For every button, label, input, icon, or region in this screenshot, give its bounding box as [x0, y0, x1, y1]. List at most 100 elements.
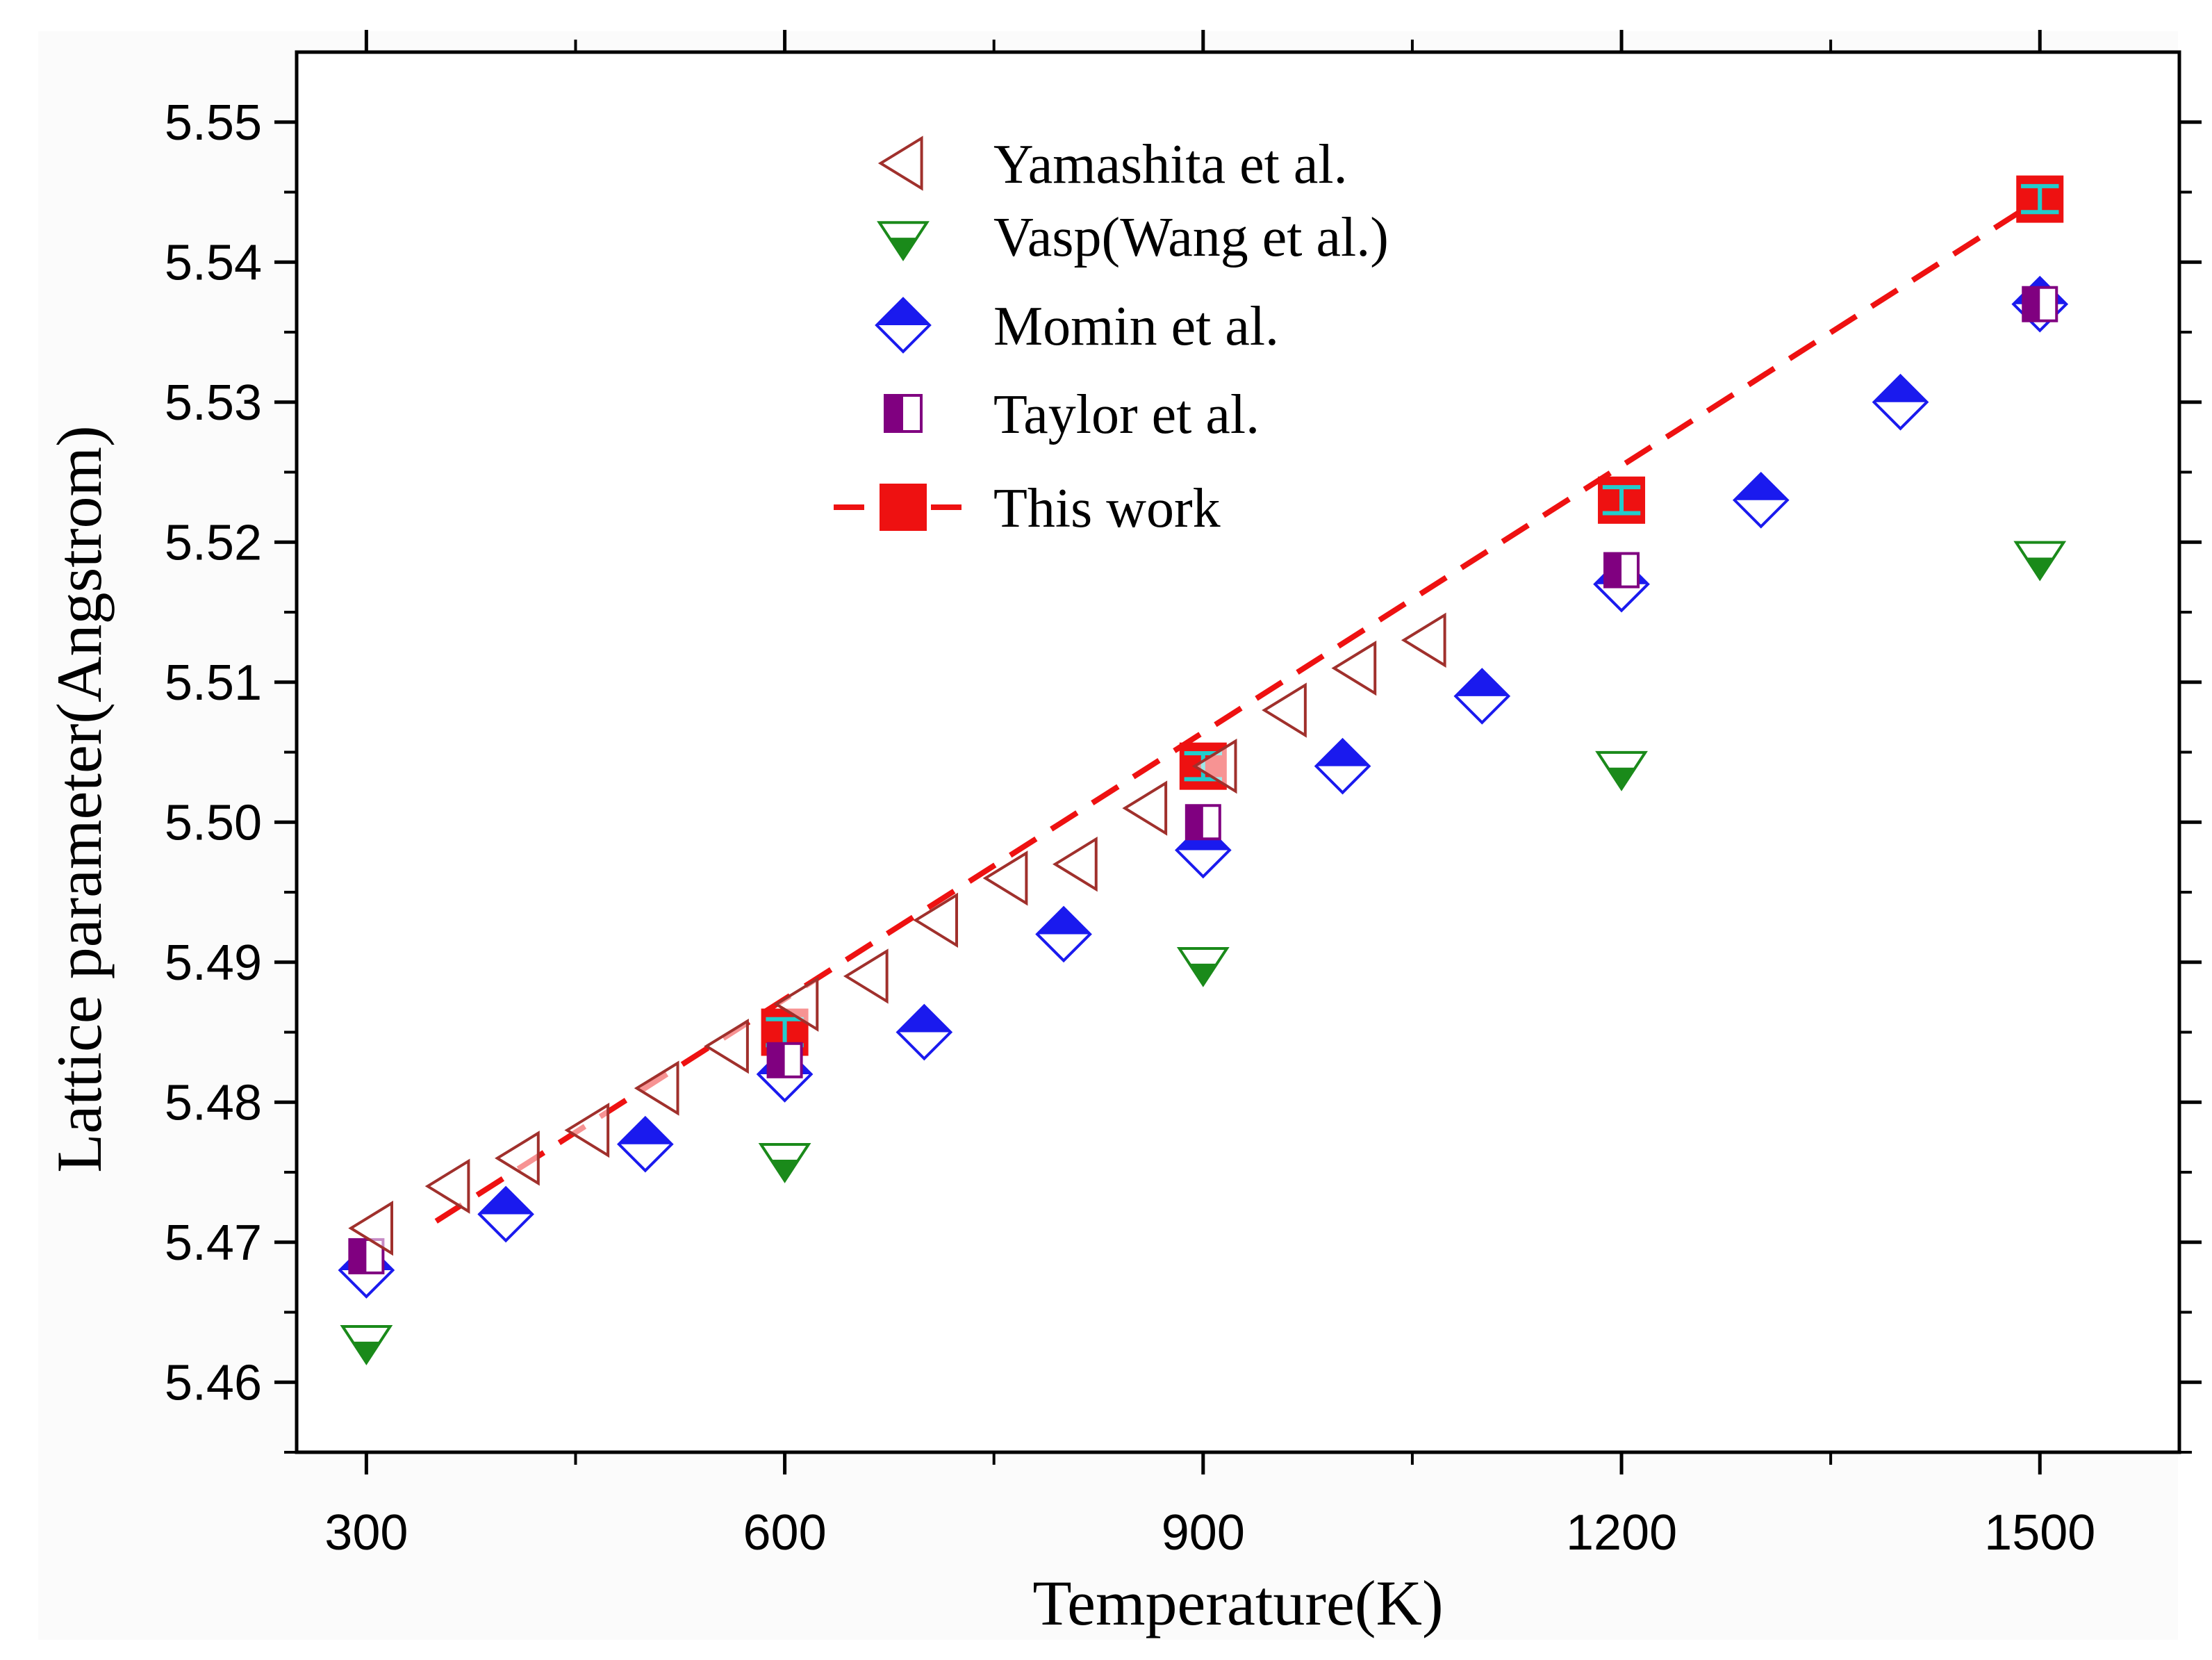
y-axis-title: Lattice parameter(Angstrom) — [44, 425, 115, 1172]
point-momin-400-outline — [477, 1185, 534, 1243]
legend-marker-taylor — [884, 394, 923, 433]
point-taylor-900 — [1185, 804, 1221, 841]
legend-marker-this-work — [880, 484, 927, 531]
point-taylor-1500-fill — [2023, 287, 2040, 321]
point-momin-1100 — [1453, 668, 1511, 725]
legend-marker-this-work-fill — [880, 484, 927, 531]
legend-marker-vasp-outline — [877, 221, 930, 262]
point-momin-1400-fill — [1874, 375, 1927, 402]
point-yamashita-760 — [982, 850, 1028, 906]
point-momin-1000 — [1314, 737, 1371, 795]
point-taylor-600-outline — [766, 1042, 803, 1078]
point-momin-500-fill — [618, 1117, 672, 1144]
y-tick-label: 5.50 — [165, 795, 262, 850]
point-momin-500 — [617, 1115, 674, 1173]
point-vasp-300-fill — [352, 1341, 381, 1363]
x-tick-label: 1500 — [1984, 1505, 2095, 1561]
point-vasp-1200-outline — [1595, 750, 1648, 791]
axes-group: 300 600 900 1200 1500 5.46 5.47 5.48 5.49 5.50 5.5… — [165, 30, 2202, 1561]
point-vasp-300-outline — [340, 1325, 393, 1365]
point-yamashita-410 — [495, 1131, 540, 1186]
point-momin-400 — [477, 1185, 534, 1243]
point-vasp-600-fill — [770, 1159, 799, 1181]
legend-marker-momin-fill — [877, 299, 930, 325]
point-taylor-1200-fill — [1605, 553, 1622, 587]
point-momin-1000-fill — [1316, 739, 1369, 766]
point-momin-800-outline — [1035, 905, 1092, 963]
point-vasp-1500 — [2013, 541, 2067, 582]
plot-area — [297, 52, 2179, 1452]
point-vasp-600 — [758, 1143, 811, 1183]
y-tick-label: 5.47 — [165, 1215, 262, 1271]
data-points-group — [338, 175, 2069, 1365]
y-tick-label: 5.54 — [165, 235, 262, 290]
point-momin-700 — [895, 1003, 953, 1061]
point-yamashita-1010 — [1331, 640, 1377, 696]
point-momin-1400-outline — [1872, 373, 1929, 431]
point-taylor-300-outline — [348, 1238, 385, 1274]
point-vasp-600-outline — [758, 1143, 811, 1183]
point-momin-1300 — [1732, 471, 1790, 529]
point-yamashita-510 — [634, 1060, 679, 1116]
point-vasp-900-outline — [1176, 946, 1230, 987]
y-tick-label: 5.51 — [165, 655, 262, 711]
y-tick-label: 5.48 — [165, 1075, 262, 1131]
legend-marker-vasp — [877, 221, 930, 262]
legend-label: Yamashita et al. — [993, 134, 1348, 195]
fit-line-group — [434, 197, 2042, 1224]
y-tick-label: 5.52 — [165, 515, 262, 570]
x-tick-label: 300 — [324, 1505, 408, 1561]
point-vasp-1200 — [1595, 750, 1648, 791]
legend-label: This work — [993, 478, 1221, 539]
y-tick-label: 5.53 — [165, 375, 262, 431]
y-tick-label: 5.55 — [165, 95, 262, 151]
point-yamashita-460 — [564, 1102, 610, 1158]
point-yamashita-710 — [913, 892, 959, 948]
point-momin-700-outline — [895, 1003, 953, 1061]
legend-marker-taylor-outline — [884, 394, 923, 433]
point-yamashita-960 — [1262, 682, 1307, 738]
point-taylor-1200 — [1603, 552, 1640, 589]
point-taylor-300-fill — [349, 1239, 367, 1273]
x-tick-label: 1200 — [1566, 1505, 1677, 1561]
point-this-work-1500 — [2016, 175, 2064, 223]
point-yamashita-560 — [704, 1018, 749, 1074]
legend-label: Vasp(Wang et al.) — [993, 207, 1389, 268]
point-yamashita-610 — [773, 976, 819, 1032]
point-momin-500-outline — [617, 1115, 674, 1173]
point-momin-1000-outline — [1314, 737, 1371, 795]
legend-marker-taylor-fill — [885, 395, 903, 432]
point-yamashita-360 — [424, 1158, 470, 1214]
y-tick-label: 5.46 — [165, 1355, 262, 1411]
point-taylor-600 — [766, 1042, 803, 1078]
x-tick-label: 900 — [1162, 1505, 1245, 1561]
x-tick-label: 600 — [743, 1505, 827, 1561]
y-tick-label: 5.49 — [165, 935, 262, 991]
point-taylor-1500 — [2022, 286, 2058, 322]
legend-marker-momin-outline — [875, 297, 932, 354]
point-momin-800-fill — [1037, 907, 1091, 935]
legend-marker-yamashita — [877, 135, 923, 191]
point-vasp-900-fill — [1189, 963, 1217, 985]
point-momin-1400 — [1872, 373, 1929, 431]
point-taylor-1500-outline — [2022, 286, 2058, 322]
point-vasp-300 — [340, 1325, 393, 1365]
point-taylor-900-fill — [1186, 805, 1203, 839]
point-vasp-900 — [1176, 946, 1230, 987]
point-yamashita-660 — [843, 948, 889, 1004]
legend-label: Momin et al. — [993, 296, 1279, 357]
point-vasp-1500-outline — [2013, 541, 2067, 582]
point-taylor-600-fill — [768, 1043, 785, 1077]
point-momin-1300-fill — [1734, 473, 1788, 500]
series-this-work-line — [434, 197, 2042, 1224]
point-momin-1100-fill — [1455, 669, 1509, 696]
x-axis-title: Temperature(K) — [1032, 1568, 1443, 1638]
point-momin-400-fill — [479, 1188, 533, 1215]
point-momin-700-fill — [898, 1005, 951, 1033]
point-yamashita-810 — [1053, 837, 1098, 892]
point-vasp-1200-fill — [1608, 767, 1635, 789]
point-taylor-1200-outline — [1603, 552, 1640, 589]
point-momin-1100-outline — [1453, 668, 1511, 725]
